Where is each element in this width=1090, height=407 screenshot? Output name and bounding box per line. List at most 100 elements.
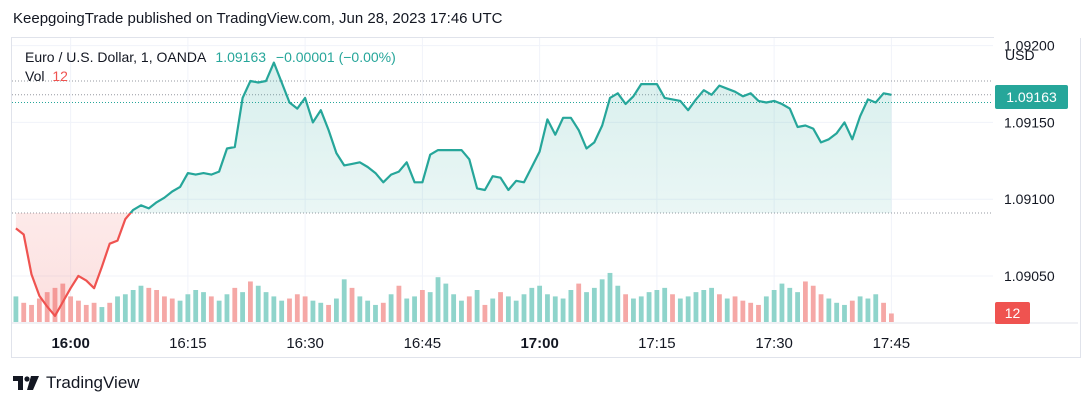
volume-bar [709, 287, 714, 322]
volume-bar [83, 304, 89, 322]
volume-bar [693, 292, 699, 322]
volume-bar [302, 296, 308, 322]
volume-bar [873, 294, 879, 322]
volume-bar [443, 283, 449, 322]
volume-bar [646, 292, 652, 322]
volume-bar [287, 298, 292, 322]
volume-bar [349, 287, 355, 322]
volume-bar [208, 296, 214, 322]
volume-bar [591, 287, 597, 322]
volume-bar [169, 298, 175, 322]
volume-bar [279, 300, 285, 322]
volume-bar [13, 296, 19, 322]
volume-bar [271, 296, 277, 322]
volume-bar [365, 300, 371, 322]
volume-bar [459, 300, 464, 322]
volume-bar [568, 290, 574, 322]
currency-button[interactable]: USD [1005, 47, 1035, 63]
volume-bar [91, 302, 97, 322]
volume-bar [232, 287, 238, 322]
volume-bar [146, 287, 152, 322]
volume-bar [333, 298, 339, 322]
volume-bar [138, 285, 144, 322]
volume-bar [599, 279, 605, 322]
volume-bar [888, 313, 894, 322]
volume-legend: Vol 12 [25, 68, 68, 84]
volume-value: 12 [52, 68, 68, 84]
volume-bar [881, 302, 886, 322]
volume-bar [615, 285, 621, 322]
volume-bar [795, 292, 800, 322]
volume-bar [787, 287, 793, 322]
volume-bar [36, 298, 42, 322]
volume-bar [810, 285, 816, 322]
volume-bar [380, 302, 386, 322]
volume-bar [21, 302, 27, 322]
volume-bar [248, 281, 253, 322]
last-price-badge: 1.09163 [995, 85, 1068, 109]
tradingview-brand[interactable]: TradingView [13, 373, 140, 393]
volume-label: Vol [25, 68, 45, 84]
price-change: −0.00001 (−0.00%) [275, 49, 396, 65]
volume-bar [654, 290, 660, 322]
volume-bar [373, 304, 378, 322]
volume-bar [154, 290, 160, 322]
volume-bar [68, 296, 74, 322]
volume-bar [529, 287, 535, 322]
volume-bar [216, 300, 222, 322]
volume-bar [748, 302, 754, 322]
x-tick-label: 17:15 [638, 335, 676, 352]
volume-bar [537, 285, 543, 322]
volume-bar [826, 298, 832, 322]
brand-name: TradingView [46, 373, 140, 392]
volume-bar [396, 285, 402, 322]
volume-bar [224, 294, 230, 322]
volume-bar [466, 296, 472, 322]
volume-bar [560, 298, 566, 322]
volume-bar [404, 298, 410, 322]
volume-bar [412, 296, 417, 322]
x-tick-label: 17:30 [755, 335, 793, 352]
price-line-up [129, 61, 892, 214]
volume-bar [318, 302, 324, 322]
volume-bar [584, 292, 589, 322]
volume-bar [865, 298, 871, 322]
volume-bar [490, 298, 496, 322]
volume-bar [498, 292, 503, 322]
volume-bar [631, 298, 636, 322]
published-caption: KeepgoingTrade published on TradingView.… [13, 10, 503, 27]
volume-bar [201, 292, 206, 322]
x-tick-label: 16:45 [404, 335, 442, 352]
x-tick-label: 16:00 [51, 335, 89, 352]
volume-bar [482, 304, 488, 322]
volume-bar [685, 296, 691, 322]
volume-bar [388, 294, 394, 322]
volume-bar [255, 285, 261, 322]
volume-bar [818, 294, 824, 322]
y-tick-label: 1.09200 [1004, 38, 1055, 54]
volume-bar [701, 290, 707, 322]
volume-bar [193, 290, 199, 322]
chart-frame [11, 37, 1081, 358]
axis-mask [994, 30, 1084, 38]
volume-bar [435, 277, 441, 322]
volume-bar [740, 300, 746, 322]
volume-bar [115, 296, 120, 322]
y-tick-label: 1.09050 [1004, 268, 1055, 284]
volume-bar [185, 294, 191, 322]
y-tick-label: 1.09100 [1004, 191, 1055, 207]
volume-bar [763, 296, 769, 322]
volume-bar [451, 294, 457, 322]
volume-bar [545, 294, 550, 322]
volume-bar [779, 283, 785, 322]
volume-bar [99, 307, 105, 322]
volume-bar [162, 296, 167, 322]
volume-bar [122, 294, 128, 322]
volume-bar [474, 290, 480, 322]
volume-bar [576, 283, 582, 322]
volume-bar [513, 300, 519, 322]
x-tick-label: 16:15 [169, 335, 207, 352]
volume-bar [724, 298, 730, 322]
volume-bar [76, 300, 81, 322]
